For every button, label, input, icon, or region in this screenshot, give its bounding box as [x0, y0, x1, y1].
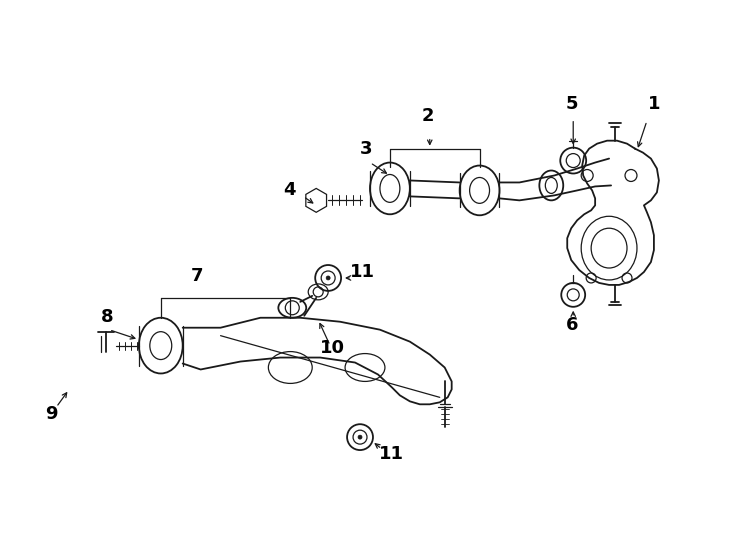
Text: 3: 3: [360, 140, 372, 158]
Text: 4: 4: [283, 181, 296, 199]
Circle shape: [326, 276, 330, 280]
Text: 5: 5: [566, 95, 578, 113]
Polygon shape: [306, 188, 327, 212]
Text: 1: 1: [647, 95, 660, 113]
Text: 2: 2: [421, 107, 434, 125]
Text: 7: 7: [190, 267, 203, 285]
Text: 11: 11: [379, 445, 404, 463]
Text: 6: 6: [566, 316, 578, 334]
Text: 10: 10: [319, 339, 345, 356]
Text: 8: 8: [101, 308, 113, 326]
Text: 9: 9: [45, 405, 57, 423]
Text: 11: 11: [349, 263, 374, 281]
Circle shape: [358, 435, 362, 439]
